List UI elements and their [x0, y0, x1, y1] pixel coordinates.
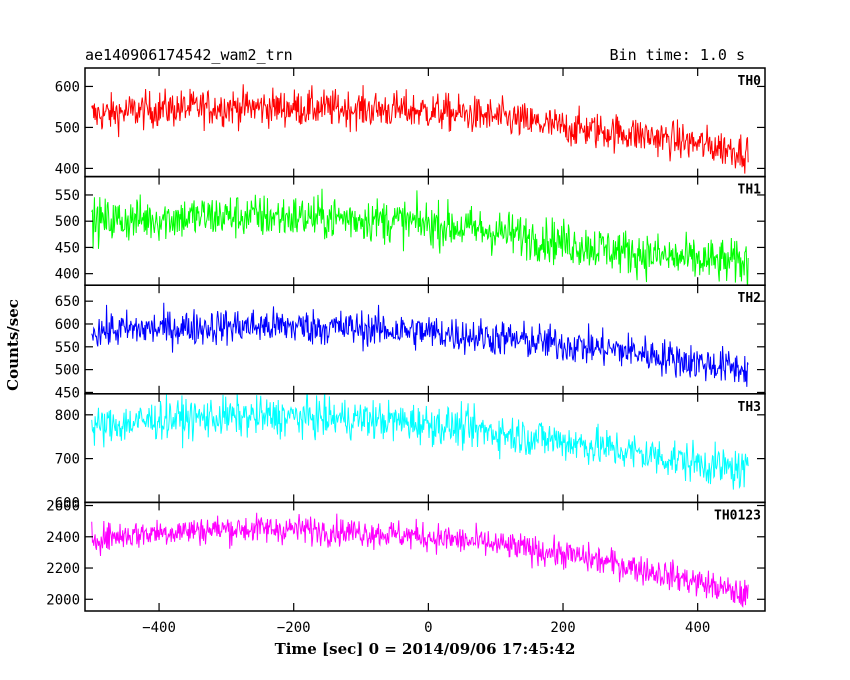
- y-tick-label: 700: [55, 452, 80, 468]
- y-tick-label: 650: [55, 294, 80, 310]
- y-axis-label: Counts/sec: [4, 299, 22, 391]
- series-line-th0123: [91, 512, 749, 608]
- bin-time-label: Bin time: 1.0 s: [610, 46, 745, 64]
- y-tick-label: 2000: [46, 592, 80, 608]
- panel-th0123: 2000 2200 2400 2600 TH0123: [46, 499, 766, 612]
- y-tick-label: 2400: [46, 530, 80, 546]
- x-tick-label: 0: [424, 620, 432, 636]
- y-tick-label: 550: [55, 188, 80, 204]
- y-tick-label: 600: [55, 79, 80, 95]
- x-tick-label: −200: [277, 620, 311, 636]
- y-tick-label: 400: [55, 267, 80, 283]
- x-tick-label: 200: [550, 620, 575, 636]
- panel-frame: [84, 284, 766, 395]
- chart-title: ae140906174542_wam2_trn: [85, 46, 293, 64]
- panel-frame: [84, 67, 766, 178]
- y-tick-label: 2200: [46, 561, 80, 577]
- panel-th0: 400 500 600 TH0: [55, 67, 766, 178]
- panel-label: TH0123: [714, 508, 761, 523]
- panel-label: TH0: [738, 74, 762, 89]
- series-line-th3: [91, 393, 749, 490]
- y-tick-label: 400: [55, 161, 80, 177]
- panel-label: TH2: [738, 291, 761, 306]
- y-tick-label: 500: [55, 120, 80, 136]
- y-tick-label: 500: [55, 214, 80, 230]
- y-tick-label: 450: [55, 385, 80, 401]
- panel-th3: 600 700 800 TH3: [55, 393, 766, 511]
- y-tick-label: 450: [55, 240, 80, 256]
- panel-frame: [84, 501, 766, 612]
- y-tick-label: 550: [55, 340, 80, 356]
- series-line-th2: [91, 302, 749, 387]
- y-tick-label: 500: [55, 363, 80, 379]
- panel-th1: 400 450 500 550 TH1: [55, 175, 766, 286]
- x-tick-label: 400: [685, 620, 710, 636]
- y-tick-label: 600: [55, 495, 80, 511]
- panel-frame: [84, 393, 766, 504]
- panel-label: TH3: [738, 400, 761, 415]
- series-line-th0: [91, 84, 749, 174]
- panel-th2: 450 500 550 600 650 TH2: [55, 284, 766, 401]
- y-tick-label: 600: [55, 317, 80, 333]
- x-axis-label: Time [sec] 0 = 2014/09/06 17:45:42: [275, 640, 576, 658]
- panel-label: TH1: [738, 183, 762, 198]
- y-tick-label: 800: [55, 408, 80, 424]
- series-line-th1: [91, 188, 749, 286]
- x-tick-label: −400: [142, 620, 176, 636]
- y-tick-label: 2600: [46, 499, 80, 515]
